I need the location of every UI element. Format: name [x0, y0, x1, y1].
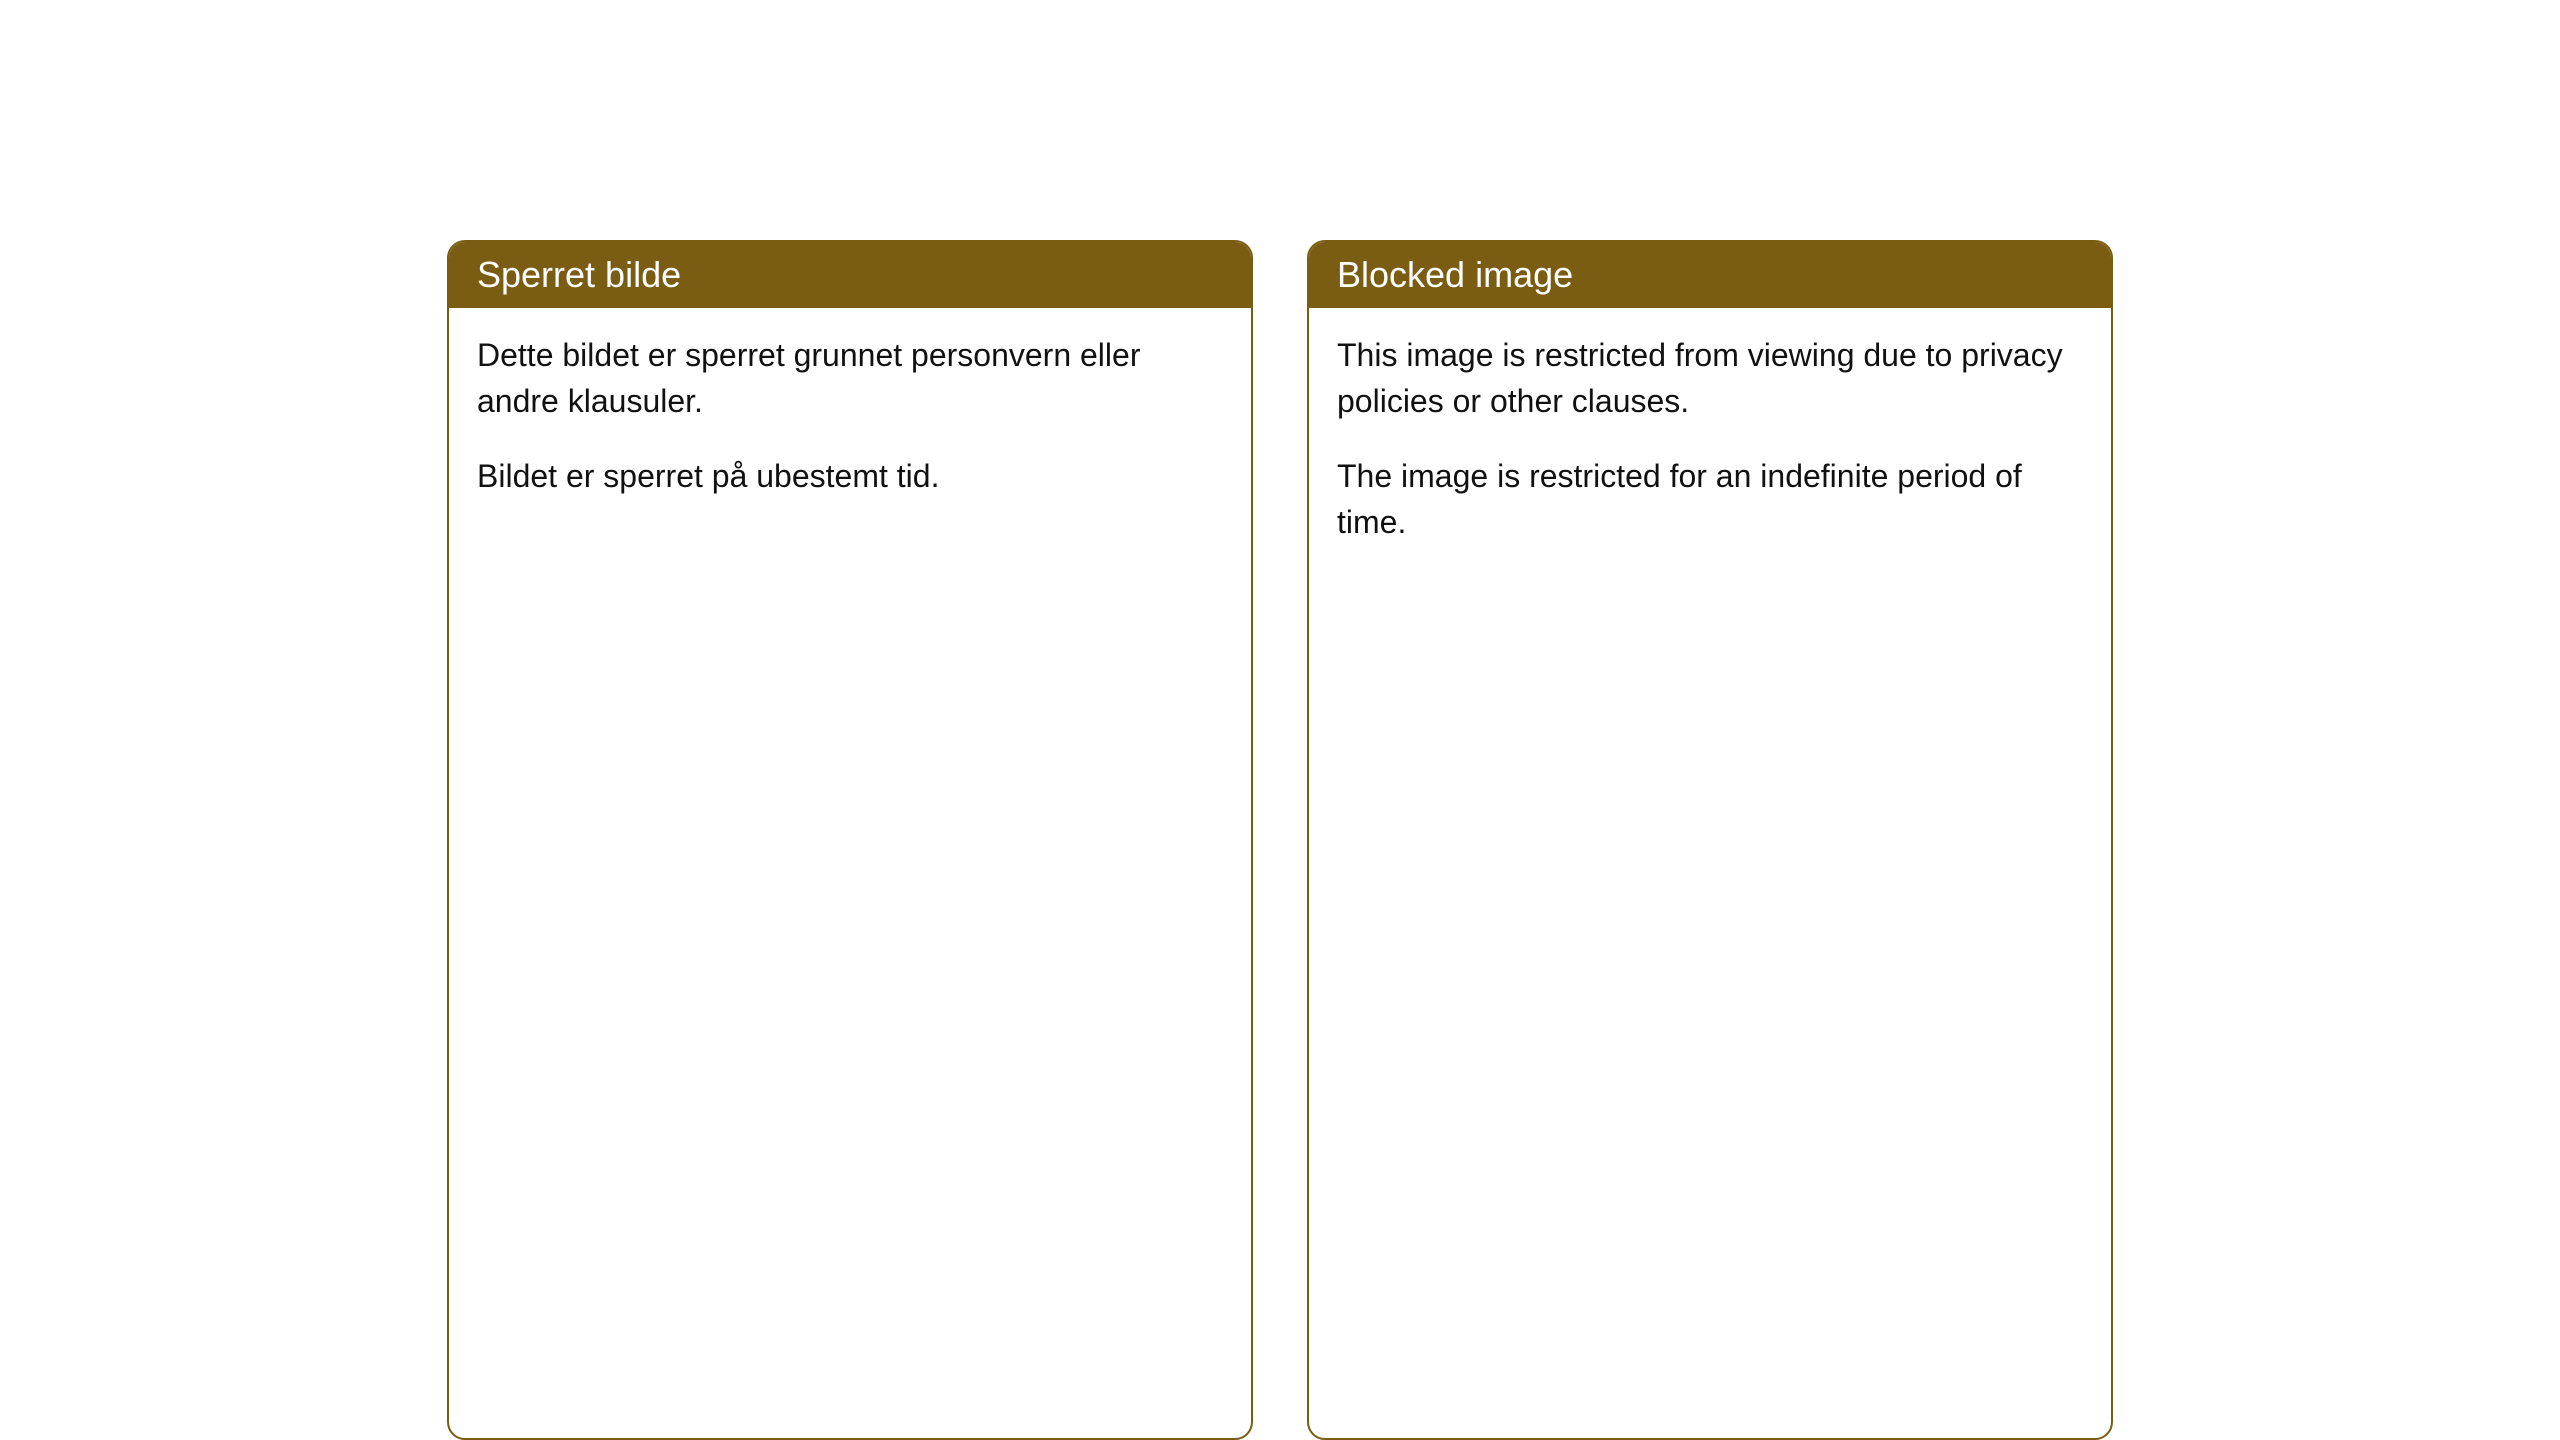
card-title: Sperret bilde	[477, 254, 681, 295]
notice-card-norwegian: Sperret bilde Dette bildet er sperret gr…	[447, 240, 1253, 1440]
notice-card-english: Blocked image This image is restricted f…	[1307, 240, 2113, 1440]
card-body: This image is restricted from viewing du…	[1309, 308, 2111, 578]
notice-paragraph: The image is restricted for an indefinit…	[1337, 453, 2083, 546]
notice-paragraph: This image is restricted from viewing du…	[1337, 332, 2083, 425]
card-header: Sperret bilde	[449, 242, 1251, 308]
card-title: Blocked image	[1337, 254, 1573, 295]
card-header: Blocked image	[1309, 242, 2111, 308]
notice-paragraph: Bildet er sperret på ubestemt tid.	[477, 453, 1223, 499]
card-body: Dette bildet er sperret grunnet personve…	[449, 308, 1251, 531]
notice-paragraph: Dette bildet er sperret grunnet personve…	[477, 332, 1223, 425]
notice-container: Sperret bilde Dette bildet er sperret gr…	[447, 240, 2113, 1440]
